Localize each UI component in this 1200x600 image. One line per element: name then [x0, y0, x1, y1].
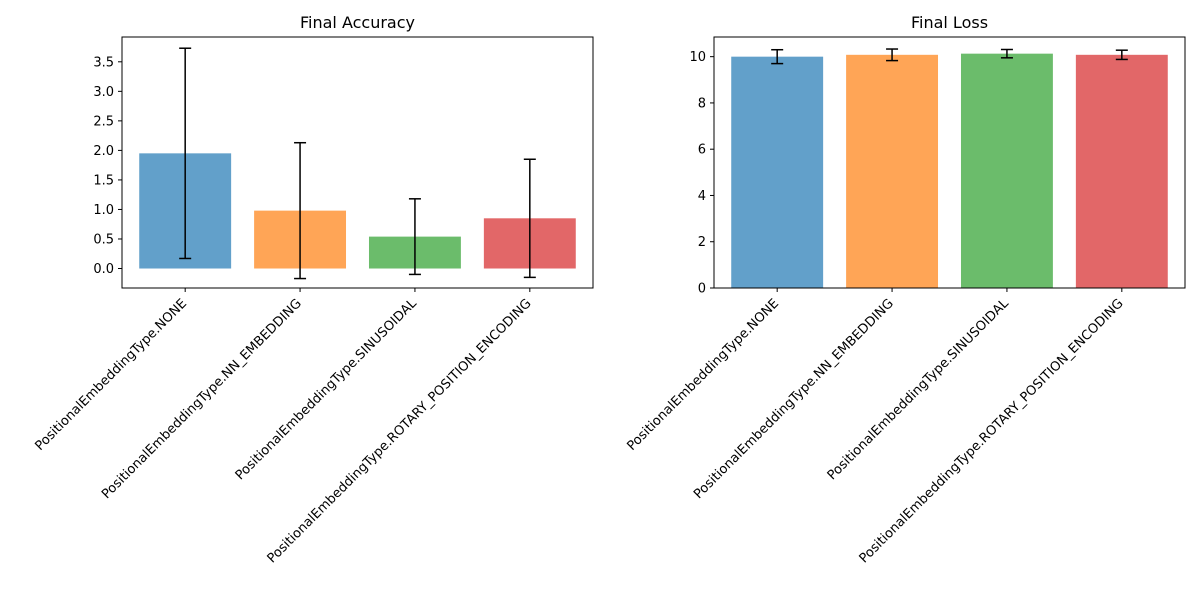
y-tick-label: 1.0	[93, 203, 114, 218]
y-tick-label: 0.0	[93, 262, 114, 277]
error-bar-3	[523, 158, 536, 279]
error-bar-2	[408, 198, 421, 276]
x-tick-label: PositionalEmbeddingType.ROTARY_POSITION_…	[857, 296, 1127, 566]
x-tick-label: PositionalEmbeddingType.NN_EMBEDDING	[691, 296, 897, 502]
accuracy-chart: Final Accuracy 0.0 0.5 1.0 1.5 2.0 2.5 3.0 3.5 Po…	[32, 13, 594, 566]
bar-1	[846, 54, 939, 289]
error-bar-3	[1115, 49, 1128, 61]
x-tick-label: PositionalEmbeddingType.ROTARY_POSITION_…	[265, 296, 535, 566]
bar-3	[1075, 54, 1168, 289]
error-bar-1	[294, 141, 307, 280]
y-tick-label: 0	[698, 282, 706, 297]
y-tick-label: 2	[698, 235, 706, 250]
plot-frame	[713, 36, 1186, 289]
y-tick-label: 3.5	[93, 55, 114, 70]
x-tick-label: PositionalEmbeddingType.SINUSOIDAL	[825, 296, 1013, 484]
error-bar-0	[771, 48, 784, 65]
bar-2	[960, 53, 1053, 288]
y-tick-label: 2.0	[93, 144, 114, 159]
y-tick-label: 0.5	[93, 232, 114, 247]
plot-frame	[121, 36, 594, 289]
chart-title: Final Loss	[911, 13, 988, 32]
error-bar-1	[886, 48, 899, 62]
bar-0	[731, 56, 824, 289]
x-tick-label: PositionalEmbeddingType.SINUSOIDAL	[233, 296, 421, 484]
error-bar-2	[1000, 48, 1013, 59]
chart-title: Final Accuracy	[300, 13, 415, 32]
x-tick-label: PositionalEmbeddingType.NN_EMBEDDING	[99, 296, 305, 502]
y-tick-label: 6	[698, 143, 706, 158]
error-bar-0	[179, 47, 192, 260]
y-tick-label: 3.0	[93, 85, 114, 100]
y-tick-label: 4	[698, 189, 706, 204]
loss-chart: Final Loss 0 2 4 6 8 10 PositionalEmbeddingType…	[624, 13, 1186, 566]
y-tick-label: 1.5	[93, 173, 114, 188]
y-tick-label: 2.5	[93, 114, 114, 129]
y-tick-label: 8	[698, 96, 706, 111]
y-tick-label: 10	[689, 50, 706, 65]
